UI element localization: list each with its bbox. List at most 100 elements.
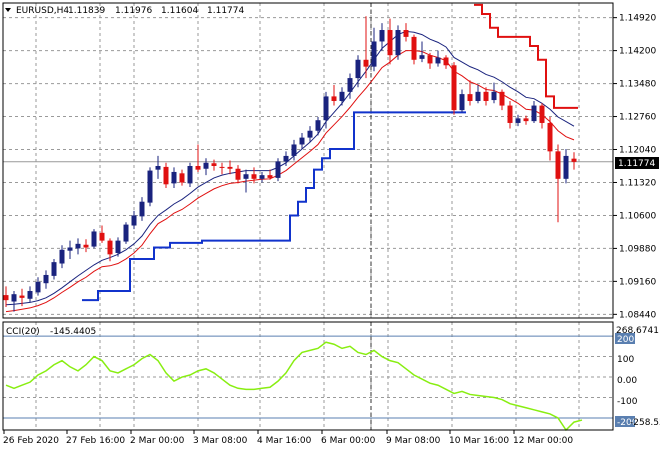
candle <box>235 165 241 184</box>
candle-body <box>83 244 89 248</box>
candle-body <box>539 105 545 123</box>
candle-body <box>371 41 377 67</box>
candle <box>51 258 57 280</box>
candle <box>275 158 281 182</box>
price-tick-label: 1.09160 <box>619 277 656 287</box>
time-tick-label: 6 Mar 00:00 <box>321 436 376 446</box>
price-tick-label: 1.12760 <box>619 113 656 123</box>
candle <box>483 87 489 106</box>
candle <box>115 237 121 257</box>
candle <box>435 50 441 67</box>
candle-body <box>235 168 241 180</box>
candle <box>339 87 345 106</box>
candle-body <box>75 243 81 249</box>
candle <box>451 62 457 115</box>
resistance-stop-line <box>474 3 578 109</box>
candles[interactable] <box>3 16 577 312</box>
cci-level-0: 0.00 <box>617 376 637 386</box>
candle-body <box>451 65 457 111</box>
candle <box>179 169 185 186</box>
candle <box>403 23 409 42</box>
candle-body <box>403 30 409 37</box>
candle-body <box>467 94 473 101</box>
open-value: 1.11839 <box>68 6 105 16</box>
collapse-triangle-icon[interactable] <box>5 8 11 12</box>
candle-body <box>427 55 433 64</box>
price-tick-label: 1.13480 <box>619 80 656 90</box>
cci-bottom-label: -258.5558 <box>630 418 660 428</box>
candle-body <box>443 57 449 66</box>
candle-body <box>347 78 353 92</box>
cci-level-200-tag <box>615 333 635 344</box>
price-tick-label: 1.12040 <box>619 146 656 156</box>
candle <box>259 171 265 183</box>
price-tick-label: 1.14200 <box>619 47 656 57</box>
price-frame <box>2 2 614 319</box>
candle-body <box>195 165 201 170</box>
candle-body <box>219 166 225 168</box>
candle-body <box>243 174 249 179</box>
candle-body <box>387 30 393 56</box>
candle <box>539 103 545 129</box>
candle <box>131 210 137 230</box>
candle-body <box>147 170 153 203</box>
candle-body <box>507 105 513 123</box>
candle <box>155 155 161 179</box>
candle-body <box>11 294 17 302</box>
candle-body <box>43 274 49 284</box>
candle <box>323 91 329 129</box>
candle <box>515 114 521 127</box>
candle-body <box>283 155 289 162</box>
high-value: 1.11976 <box>115 6 152 16</box>
candle-body <box>275 161 281 178</box>
candle-body <box>259 175 265 179</box>
current-price-label: 1.11774 <box>618 159 655 169</box>
low-value: 1.11604 <box>161 6 198 16</box>
time-tick-label: 26 Feb 2020 <box>3 436 59 446</box>
candle-body <box>435 57 441 64</box>
candle <box>443 55 449 69</box>
time-tick-label: 10 Mar 16:00 <box>449 436 509 446</box>
cci-grid <box>3 322 613 430</box>
candle-body <box>563 155 569 179</box>
candle <box>99 225 105 243</box>
candle-body <box>251 174 257 179</box>
candle-body <box>315 120 321 131</box>
candle-body <box>19 295 25 298</box>
candle-body <box>211 163 217 166</box>
candle <box>555 144 561 223</box>
candle-body <box>363 59 369 67</box>
candle <box>491 82 497 104</box>
time-tick-label: 9 Mar 08:00 <box>386 436 441 446</box>
candle <box>371 27 377 72</box>
candle <box>147 167 153 207</box>
candle <box>67 240 73 259</box>
candle <box>531 100 537 123</box>
candle-body <box>299 137 305 145</box>
candle <box>299 133 305 150</box>
candle-body <box>51 262 57 276</box>
candle <box>243 169 249 193</box>
candle <box>467 80 473 106</box>
candle <box>355 55 361 88</box>
time-tick-label: 4 Mar 16:00 <box>257 436 312 446</box>
candle-body <box>187 165 193 184</box>
cci-level-100: 100 <box>617 355 634 365</box>
candle <box>563 149 569 184</box>
candle-body <box>3 295 9 301</box>
candle <box>291 139 297 161</box>
price-tick-label: 1.08440 <box>619 310 656 320</box>
candle-body <box>483 91 489 101</box>
support-stop-line <box>82 111 466 302</box>
candle <box>195 144 201 172</box>
cci-frame <box>2 321 614 431</box>
candle <box>123 222 129 244</box>
candle-body <box>571 158 577 162</box>
candle <box>411 34 417 65</box>
candle-body <box>531 105 537 122</box>
candle <box>363 16 369 79</box>
candle-body <box>99 232 105 241</box>
cci-line-layer <box>5 341 583 432</box>
candle <box>347 73 353 99</box>
